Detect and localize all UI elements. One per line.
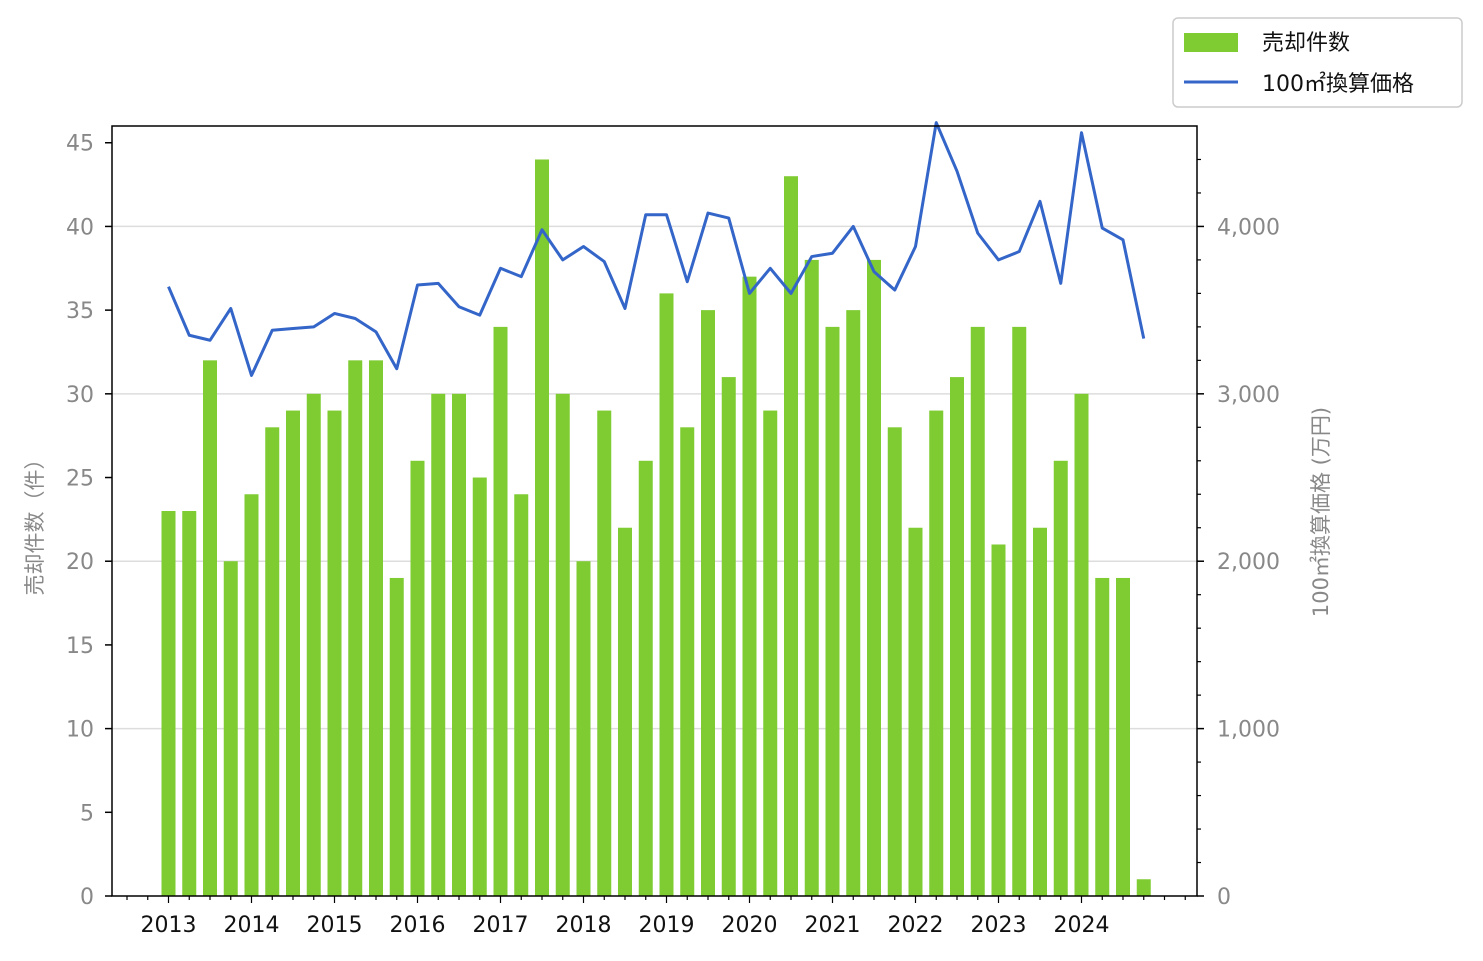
bar	[929, 410, 944, 896]
bar	[327, 410, 342, 896]
left-tick-label: 0	[80, 885, 94, 910]
bar	[369, 360, 383, 896]
bar	[1074, 393, 1089, 896]
legend-box	[1172, 17, 1463, 108]
bar	[182, 511, 197, 896]
x-tick-label: 2020	[722, 913, 778, 938]
left-tick-label: 20	[66, 550, 94, 575]
bar	[1012, 326, 1027, 896]
bar	[970, 326, 985, 896]
bar	[431, 393, 446, 896]
bar	[784, 176, 798, 896]
left-tick-label: 10	[66, 718, 94, 743]
bar	[763, 410, 778, 896]
x-tick-label: 2014	[224, 913, 280, 938]
bar	[680, 427, 695, 896]
bar	[410, 460, 425, 896]
bar	[161, 511, 176, 896]
x-tick-label: 2017	[473, 913, 529, 938]
bar	[1053, 460, 1068, 896]
bar	[389, 577, 404, 896]
bar	[1136, 879, 1151, 896]
left-tick-label: 35	[66, 299, 94, 324]
bar	[908, 527, 923, 896]
left-tick-label: 5	[80, 801, 94, 826]
plot-frame	[111, 125, 1198, 897]
bar	[825, 326, 840, 896]
left-axis-title: 売却件数（件）	[23, 449, 47, 596]
x-tick-label: 2022	[888, 913, 944, 938]
bar	[618, 527, 632, 896]
legend: 売却件数 100㎡換算価格	[1172, 17, 1463, 108]
left-tick-label: 25	[66, 467, 94, 492]
right-tick-label: 0	[1217, 885, 1231, 910]
bar	[804, 259, 819, 896]
legend-swatch-bar	[1184, 33, 1238, 52]
x-tick-label: 2018	[556, 913, 612, 938]
bar	[452, 393, 466, 896]
x-tick-label: 2013	[141, 913, 197, 938]
bar	[306, 393, 321, 896]
bar	[950, 377, 964, 897]
bar	[535, 159, 549, 896]
right-tick-label: 1,000	[1217, 718, 1280, 743]
bar	[244, 494, 259, 896]
bar	[638, 460, 653, 896]
left-tick-label: 30	[66, 383, 94, 408]
bar	[846, 310, 861, 896]
right-tick-label: 4,000	[1217, 215, 1280, 240]
x-tick-label: 2019	[639, 913, 695, 938]
x-tick-label: 2023	[971, 913, 1027, 938]
bar	[472, 477, 487, 896]
bar	[742, 276, 757, 896]
x-tick-label: 2024	[1054, 913, 1110, 938]
left-tick-label: 45	[66, 132, 94, 157]
bar	[286, 410, 300, 896]
bar	[1095, 577, 1110, 896]
bar	[348, 360, 363, 896]
bar	[493, 326, 508, 896]
bar-series	[161, 159, 1151, 897]
x-tick-label: 2016	[390, 913, 446, 938]
bar	[701, 310, 715, 896]
bar	[867, 259, 881, 896]
bar	[887, 427, 902, 896]
left-tick-label: 40	[66, 215, 94, 240]
right-tick-label: 2,000	[1217, 550, 1280, 575]
bar	[576, 561, 591, 896]
legend-label-count: 売却件数	[1262, 31, 1350, 56]
bar	[659, 293, 674, 896]
bar	[991, 544, 1006, 896]
bar	[203, 360, 217, 896]
bar	[265, 427, 280, 896]
bar	[514, 494, 529, 896]
axes: 0 5 10 15 20 25 30 35 40 45 0 1,000 2,000 3,000 4,000 2…	[66, 132, 1280, 938]
bar	[721, 377, 736, 897]
price-line	[167, 121, 1146, 377]
left-tick-label: 15	[66, 634, 94, 659]
bar	[223, 561, 238, 896]
bar	[597, 410, 612, 896]
right-axis-title: 100㎡換算価格 (万円)	[1309, 407, 1333, 617]
x-tick-label: 2015	[307, 913, 363, 938]
bar	[1033, 527, 1047, 896]
bar	[555, 393, 570, 896]
right-tick-label: 3,000	[1217, 383, 1280, 408]
bar	[1116, 577, 1130, 896]
x-tick-label: 2021	[805, 913, 861, 938]
legend-label-price: 100㎡換算価格	[1262, 71, 1414, 97]
